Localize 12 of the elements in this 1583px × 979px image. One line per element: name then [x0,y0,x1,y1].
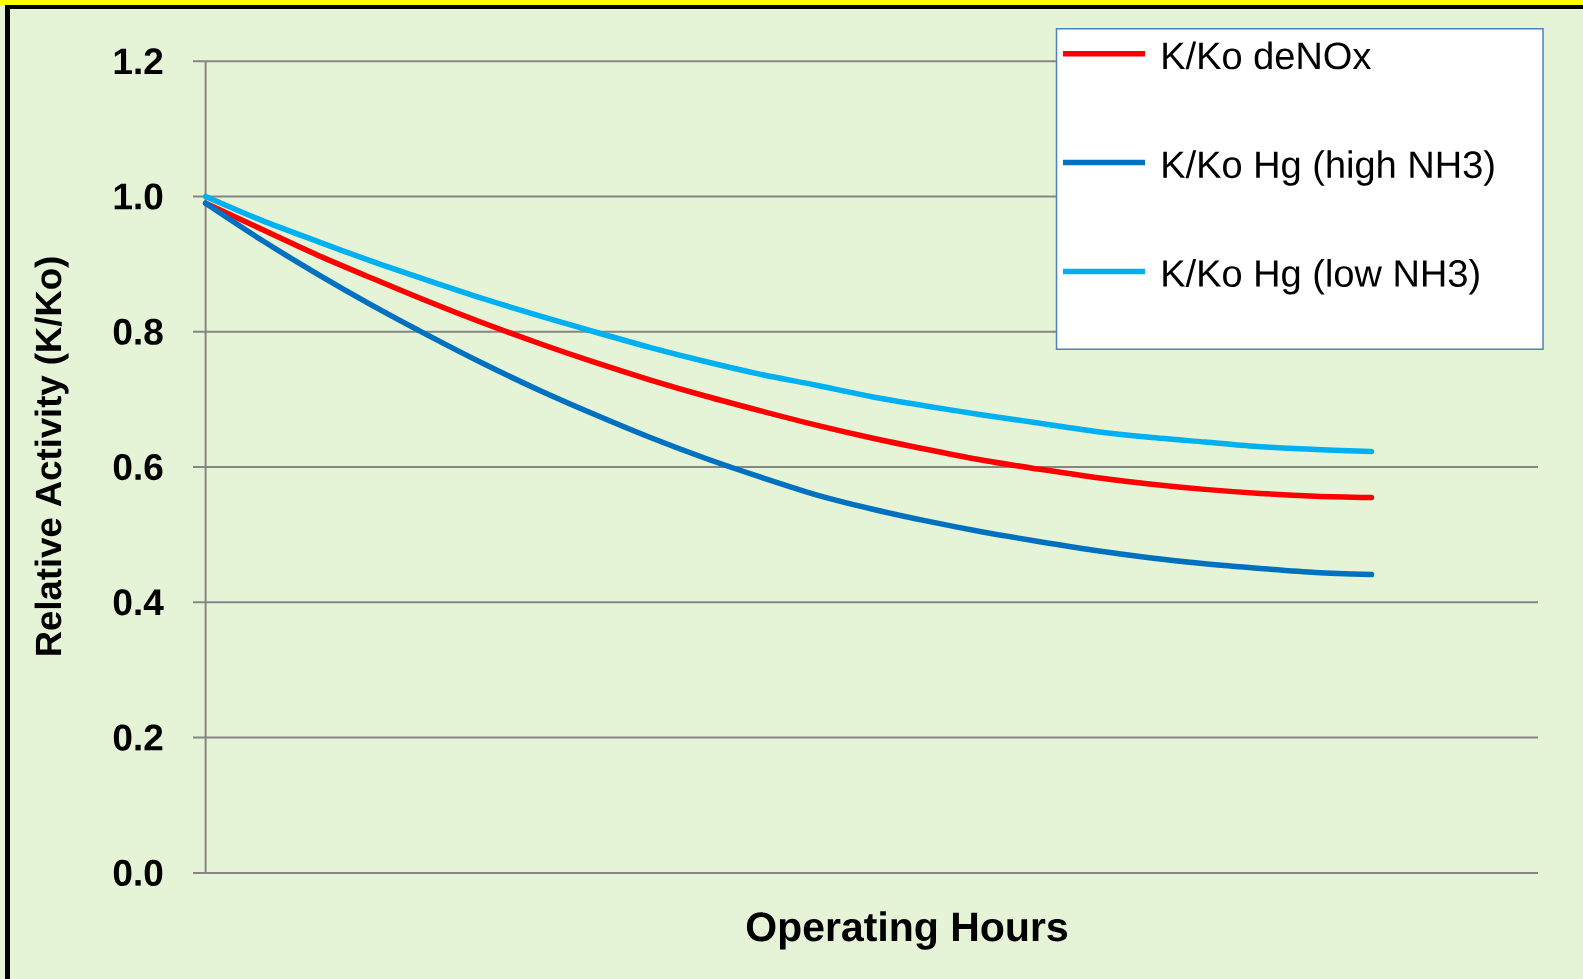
y-tick-label: 0.8 [113,318,163,345]
y-tick-label: 0.2 [113,724,163,751]
legend-label: K/Ko deNOx [1163,41,1371,70]
x-axis-title: Operating Hours [746,911,1067,950]
y-tick-label: 0.4 [113,589,164,616]
legend-label: K/Ko Hg (high NH3) [1163,150,1494,186]
y-tick-label: 1.2 [114,48,163,75]
legend-label: K/Ko Hg (low NH3) [1163,259,1479,295]
y-tick-label: 1.0 [114,183,163,210]
y-tick-label: 0.6 [113,453,163,481]
y-axis-title: Relative Activity (K/Ko) [34,257,69,655]
y-tick-label: 0.0 [113,859,163,886]
